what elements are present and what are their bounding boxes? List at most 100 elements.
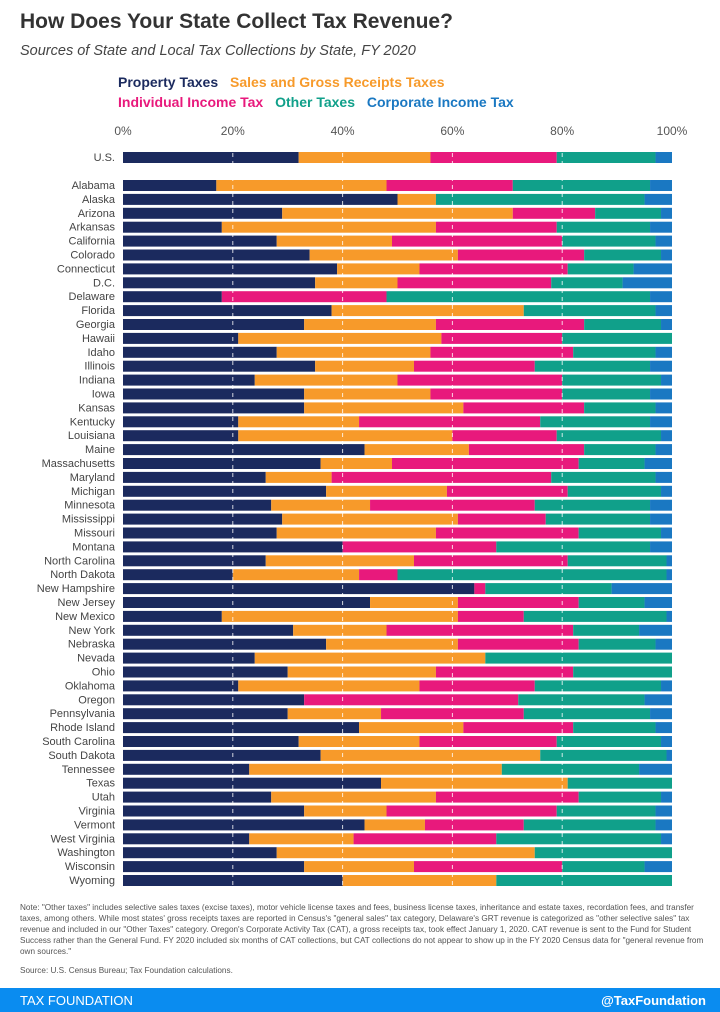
row-label: Mississippi: [62, 514, 115, 526]
bar-segment: [463, 722, 574, 734]
footer-bar: TAX FOUNDATION @TaxFoundation: [0, 988, 720, 1012]
legend-row-2: Individual Income Tax Other Taxes Corpor…: [118, 94, 522, 110]
bar-segment: [271, 499, 371, 511]
row-label: U.S.: [94, 152, 115, 164]
row-label: Wyoming: [69, 875, 115, 887]
bar-segment: [661, 527, 672, 539]
bar-segment: [562, 374, 662, 386]
bar-segment: [298, 152, 431, 163]
bar-segment: [435, 193, 645, 205]
row-label: Florida: [81, 305, 116, 317]
bar-segment: [123, 736, 299, 747]
bar-segment: [123, 875, 343, 886]
bar-segment: [457, 249, 585, 261]
bar-segment: [370, 597, 458, 608]
legend-sales: Sales and Gross Receipts Taxes: [230, 74, 445, 90]
row-label: Oregon: [78, 694, 115, 706]
bar-segment: [123, 235, 277, 247]
row-label: Illinois: [84, 361, 115, 373]
bar-segment: [221, 291, 387, 303]
row-label: North Dakota: [50, 569, 116, 581]
row-label: Washington: [57, 847, 115, 859]
bar-segment: [331, 305, 524, 317]
row-label: New York: [69, 625, 116, 637]
row-label: Louisiana: [68, 430, 116, 442]
chart-source: Source: U.S. Census Bureau; Tax Foundati…: [20, 966, 233, 975]
bar-segment: [419, 263, 568, 275]
bar-segment: [661, 736, 672, 747]
bar-segment: [556, 736, 662, 747]
row-label: Ohio: [92, 667, 115, 679]
bar-segment: [397, 374, 563, 386]
bar-segment: [123, 360, 316, 372]
bar-segment: [364, 444, 469, 456]
bar-segment: [123, 791, 272, 803]
bar-segment: [512, 207, 596, 219]
bar-segment: [287, 666, 436, 678]
row-label: D.C.: [93, 277, 115, 289]
bar-segment: [661, 680, 672, 692]
bar-segment: [655, 235, 672, 247]
bar-segment: [523, 610, 667, 622]
bar-segment: [578, 638, 656, 650]
row-label: South Dakota: [48, 750, 116, 762]
bar-segment: [304, 388, 431, 400]
bar-segment: [661, 430, 672, 442]
row-label: Tennessee: [62, 764, 115, 776]
bar-segment: [435, 791, 579, 803]
bar-segment: [419, 736, 557, 747]
bar-segment: [123, 277, 316, 289]
bar-segment: [298, 736, 420, 747]
row-label: Indiana: [79, 375, 116, 387]
bar-segment: [249, 833, 354, 845]
bar-segment: [611, 583, 672, 595]
bar-segment: [123, 666, 288, 678]
row-label: Georgia: [76, 319, 116, 331]
bar-segment: [573, 346, 656, 358]
bar-segment: [123, 763, 250, 775]
bar-segment: [661, 207, 672, 219]
bar-segment: [282, 207, 513, 219]
bar-segment: [123, 652, 255, 664]
bar-segment: [123, 708, 288, 720]
bar-segment: [276, 527, 436, 539]
bar-segment: [496, 833, 662, 845]
bar-segment: [457, 513, 546, 525]
bar-segment: [567, 485, 662, 497]
bar-segment: [337, 263, 420, 275]
bar-segment: [238, 332, 442, 344]
row-label: Nebraska: [68, 639, 116, 651]
bar-segment: [293, 624, 387, 636]
bar-segment: [435, 666, 574, 678]
bar-segment: [123, 444, 365, 456]
bar-segment: [392, 235, 563, 247]
bar-segment: [523, 708, 651, 720]
bar-segment: [468, 444, 585, 456]
bar-segment: [562, 332, 672, 344]
bar-segment: [123, 471, 266, 483]
bar-segment: [123, 777, 382, 789]
bar-segment: [304, 694, 519, 706]
x-tick-label: 40%: [331, 124, 355, 138]
chart-subtitle: Sources of State and Local Tax Collectio…: [20, 43, 416, 59]
row-label: Kansas: [78, 402, 115, 414]
bar-segment: [523, 819, 656, 831]
row-label: New Jersey: [58, 597, 116, 609]
bar-segment: [254, 374, 398, 386]
bar-segment: [315, 360, 414, 372]
bar-segment: [249, 763, 502, 775]
row-label: Rhode Island: [50, 722, 115, 734]
row-label: South Carolina: [42, 736, 116, 748]
bar-segment: [304, 319, 436, 330]
bar-segment: [123, 555, 266, 567]
bar-segment: [413, 555, 568, 567]
bar-segment: [238, 430, 453, 442]
bar-segment: [644, 861, 672, 873]
bar-segment: [326, 638, 458, 650]
bar-segment: [123, 680, 239, 692]
bar-segment: [123, 305, 332, 317]
footer-handle[interactable]: @TaxFoundation: [601, 993, 706, 1008]
bar-segment: [123, 847, 277, 859]
bar-segment: [304, 861, 414, 873]
bar-segment: [573, 722, 656, 734]
